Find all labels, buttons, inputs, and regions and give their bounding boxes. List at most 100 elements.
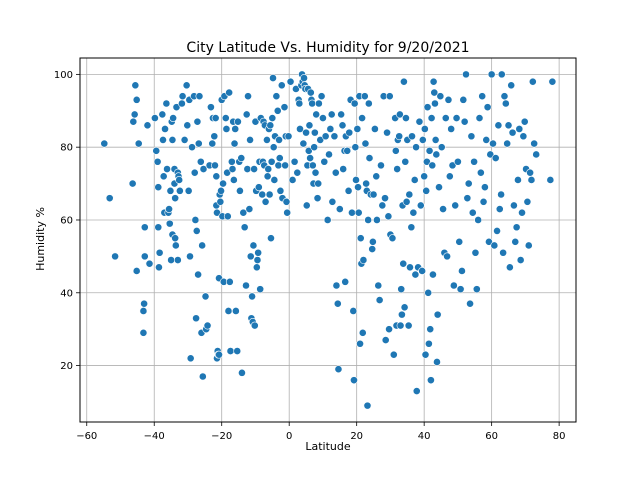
data-point bbox=[311, 168, 320, 177]
data-point bbox=[286, 77, 295, 86]
data-point bbox=[233, 347, 242, 355]
data-point bbox=[203, 321, 212, 330]
data-point bbox=[130, 110, 139, 119]
data-point bbox=[250, 165, 259, 173]
data-point bbox=[296, 125, 304, 133]
data-point bbox=[242, 110, 251, 119]
data-point bbox=[385, 325, 393, 334]
data-point bbox=[460, 117, 469, 126]
data-point bbox=[333, 299, 342, 308]
data-point bbox=[530, 139, 539, 148]
data-point bbox=[274, 161, 283, 170]
data-point bbox=[132, 267, 141, 275]
data-point bbox=[476, 168, 485, 177]
data-point bbox=[505, 263, 514, 272]
data-point bbox=[186, 252, 194, 261]
data-point bbox=[268, 114, 277, 122]
data-point bbox=[420, 125, 429, 133]
data-point bbox=[479, 197, 488, 206]
data-point bbox=[364, 216, 373, 224]
data-point bbox=[418, 267, 427, 275]
data-point bbox=[514, 176, 522, 184]
data-point bbox=[401, 157, 410, 166]
data-point bbox=[388, 234, 397, 243]
data-point bbox=[526, 168, 535, 177]
data-point bbox=[487, 70, 496, 79]
data-point bbox=[224, 307, 233, 315]
data-point bbox=[258, 190, 267, 199]
data-point bbox=[425, 146, 434, 155]
data-point bbox=[402, 114, 410, 122]
data-point bbox=[272, 92, 281, 101]
data-point bbox=[421, 350, 430, 359]
data-point bbox=[358, 328, 367, 337]
data-point bbox=[212, 172, 221, 181]
data-point bbox=[140, 223, 149, 232]
data-point bbox=[490, 241, 499, 250]
data-point bbox=[470, 157, 479, 166]
data-point bbox=[177, 99, 186, 108]
data-point bbox=[240, 223, 249, 232]
data-point bbox=[433, 358, 441, 366]
data-point bbox=[250, 321, 259, 330]
x-axis-ticks: −60 −40 −20 0 20 40 60 80 bbox=[76, 422, 565, 442]
data-point bbox=[246, 252, 255, 261]
data-point bbox=[166, 186, 175, 195]
x-tick-label: 40 bbox=[418, 431, 431, 442]
data-point bbox=[236, 186, 244, 195]
data-point bbox=[368, 245, 377, 253]
data-point bbox=[316, 135, 325, 144]
data-point bbox=[111, 252, 119, 261]
data-point bbox=[444, 95, 453, 104]
data-point bbox=[249, 241, 258, 250]
data-point bbox=[471, 248, 480, 257]
data-point bbox=[508, 128, 517, 137]
data-point bbox=[211, 161, 219, 170]
data-point bbox=[172, 103, 181, 112]
data-point bbox=[252, 263, 261, 272]
data-point bbox=[359, 256, 368, 264]
data-point bbox=[397, 285, 406, 294]
data-point bbox=[221, 114, 230, 122]
data-point bbox=[168, 135, 177, 144]
data-point bbox=[305, 121, 314, 130]
data-point bbox=[436, 92, 445, 101]
data-point bbox=[199, 165, 208, 173]
data-point bbox=[244, 92, 252, 101]
data-point bbox=[264, 165, 273, 173]
data-point bbox=[304, 146, 313, 155]
y-tick-label: 20 bbox=[60, 361, 73, 372]
data-point bbox=[455, 237, 464, 246]
data-point bbox=[228, 165, 237, 173]
data-point bbox=[215, 350, 223, 359]
data-point bbox=[269, 74, 277, 82]
data-point bbox=[439, 205, 447, 213]
data-point bbox=[306, 154, 315, 162]
data-point bbox=[175, 176, 184, 184]
data-point bbox=[443, 252, 452, 261]
data-point bbox=[371, 125, 379, 133]
data-point bbox=[466, 299, 474, 308]
data-point bbox=[295, 99, 304, 108]
data-point bbox=[327, 110, 336, 119]
data-point bbox=[192, 314, 200, 323]
data-point bbox=[423, 103, 432, 112]
x-tick-label: 0 bbox=[286, 431, 292, 442]
data-point bbox=[283, 208, 292, 217]
data-point bbox=[378, 201, 387, 210]
data-point bbox=[472, 285, 481, 294]
data-point bbox=[254, 248, 263, 257]
data-point bbox=[186, 354, 195, 363]
data-point bbox=[263, 172, 272, 181]
data-point bbox=[427, 114, 436, 122]
data-point bbox=[548, 77, 557, 86]
data-point bbox=[410, 176, 419, 184]
data-point bbox=[424, 288, 433, 297]
data-point bbox=[163, 165, 171, 173]
data-point bbox=[451, 201, 460, 210]
data-point bbox=[155, 248, 164, 257]
data-point bbox=[353, 125, 362, 133]
data-point bbox=[198, 372, 207, 381]
data-point bbox=[497, 70, 506, 79]
data-point bbox=[393, 165, 402, 173]
